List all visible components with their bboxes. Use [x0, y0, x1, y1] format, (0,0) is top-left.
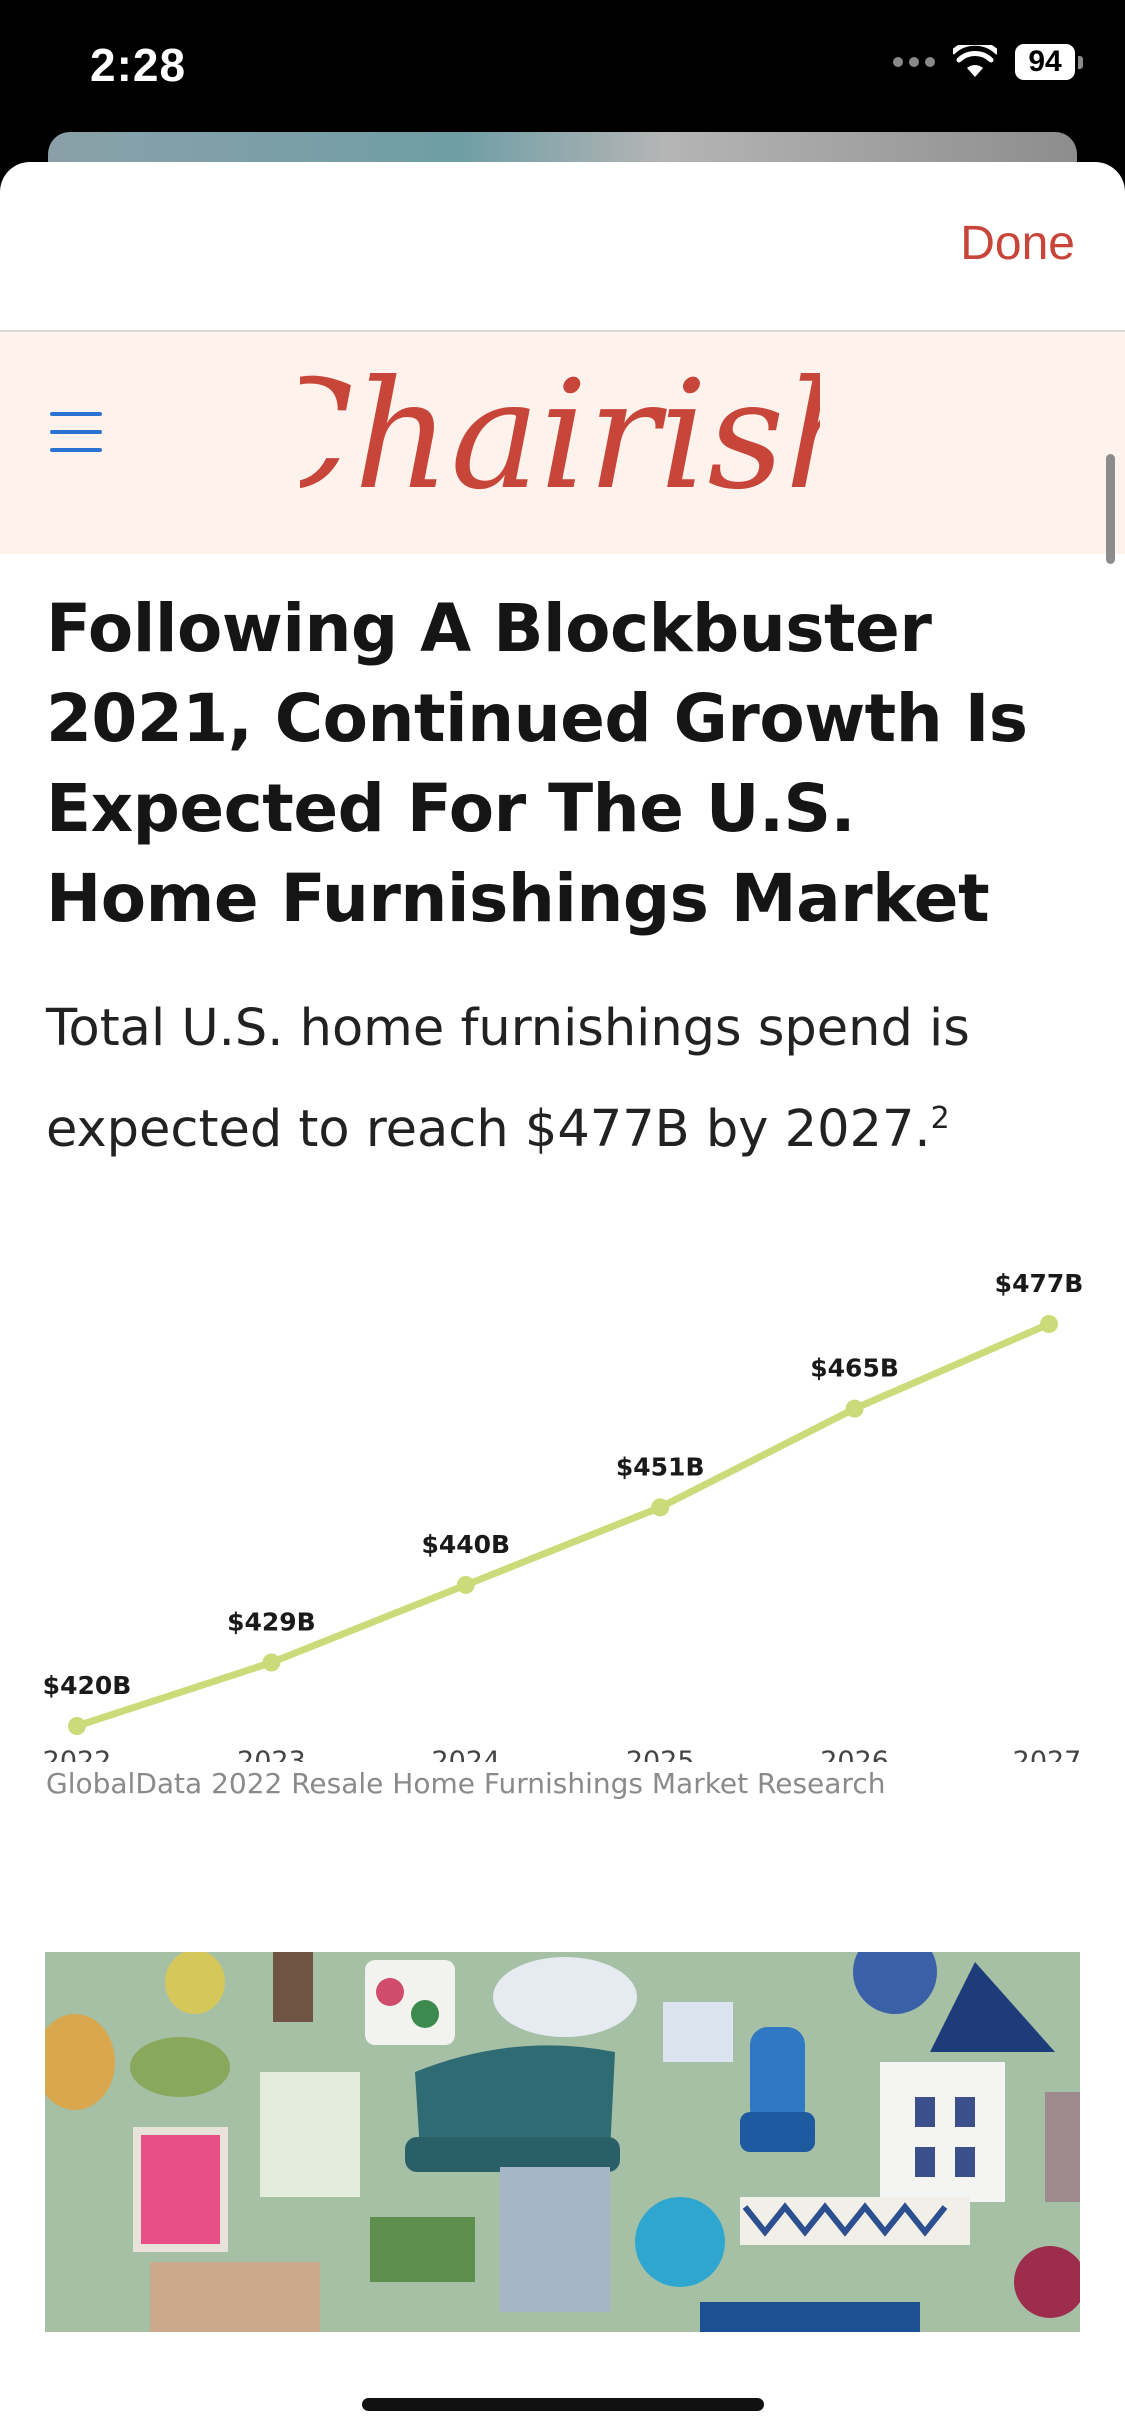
scrollbar[interactable]: [1106, 454, 1115, 564]
data-label: $477B: [995, 1269, 1084, 1298]
home-indicator[interactable]: [362, 2398, 764, 2411]
chairish-logo[interactable]: Chairish: [300, 342, 820, 542]
battery-icon: 94: [1015, 44, 1083, 80]
x-tick-label: 2027: [1013, 1746, 1082, 1762]
site-header: Chairish: [0, 332, 1125, 554]
x-tick-label: 2024: [431, 1746, 500, 1762]
x-tick-label: 2026: [820, 1746, 889, 1762]
wifi-icon: [953, 45, 997, 77]
modal-sheet: Done Chairish Following A Blockbuster 20…: [0, 162, 1125, 2436]
article-subhead: Total U.S. home furnishings spend is exp…: [46, 999, 970, 1159]
cellular-signal-icon: [893, 57, 935, 67]
spend-line-chart: $420B $429B $440B $451B $465B $477B 2022 2023 2…: [43, 1269, 1084, 1762]
x-tick-label: 2025: [626, 1746, 695, 1762]
article: Following A Blockbuster 2021, Continued …: [0, 584, 1125, 1175]
svg-text:Chairish: Chairish: [300, 349, 820, 523]
sheet-toolbar: Done: [0, 162, 1125, 332]
data-point: [262, 1653, 281, 1672]
x-tick-label: 2022: [43, 1746, 112, 1762]
data-point: [1040, 1315, 1058, 1333]
data-point: [845, 1399, 864, 1418]
data-label: $451B: [616, 1452, 705, 1481]
status-bar: 2:28 94: [0, 0, 1125, 140]
status-icons: 94: [893, 44, 1083, 80]
footnote-marker[interactable]: 2: [930, 1101, 950, 1136]
chart-source: GlobalData 2022 Resale Home Furnishings …: [46, 1767, 886, 1800]
x-tick-label: 2023: [237, 1746, 306, 1762]
article-headline: Following A Blockbuster 2021, Continued …: [46, 590, 1028, 937]
data-label: $465B: [810, 1354, 899, 1383]
furnishings-collage-image: [45, 1952, 1080, 2332]
hamburger-menu-icon[interactable]: [50, 412, 102, 454]
series-line: [75, 1320, 1051, 1730]
data-label: $420B: [43, 1671, 132, 1700]
status-time: 2:28: [90, 39, 187, 91]
data-point: [651, 1498, 670, 1517]
data-point: [68, 1717, 86, 1735]
data-label: $440B: [421, 1530, 510, 1559]
done-button[interactable]: Done: [960, 217, 1075, 270]
data-point: [456, 1575, 475, 1594]
data-label: $429B: [227, 1608, 316, 1637]
